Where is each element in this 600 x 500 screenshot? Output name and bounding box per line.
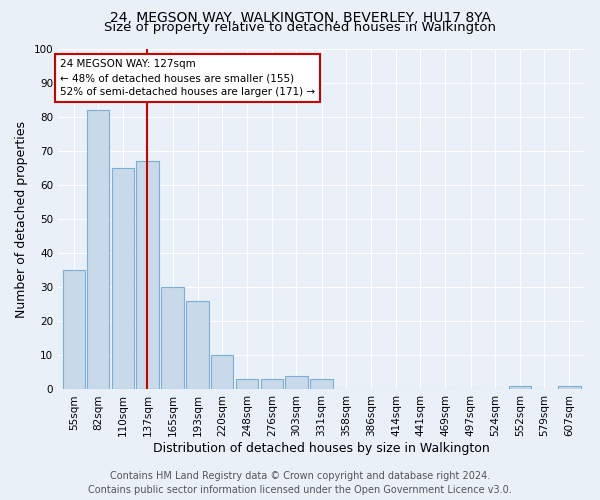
Bar xyxy=(112,168,134,390)
Bar xyxy=(136,162,158,390)
Bar xyxy=(87,110,109,390)
Text: Contains HM Land Registry data © Crown copyright and database right 2024.
Contai: Contains HM Land Registry data © Crown c… xyxy=(88,471,512,495)
Text: Size of property relative to detached houses in Walkington: Size of property relative to detached ho… xyxy=(104,21,496,34)
X-axis label: Distribution of detached houses by size in Walkington: Distribution of detached houses by size … xyxy=(153,442,490,455)
Bar xyxy=(161,288,184,390)
Bar xyxy=(62,270,85,390)
Bar xyxy=(285,376,308,390)
Bar xyxy=(211,356,233,390)
Bar xyxy=(187,301,209,390)
Bar xyxy=(236,379,258,390)
Bar xyxy=(509,386,531,390)
Text: 24 MEGSON WAY: 127sqm
← 48% of detached houses are smaller (155)
52% of semi-det: 24 MEGSON WAY: 127sqm ← 48% of detached … xyxy=(60,59,315,97)
Text: 24, MEGSON WAY, WALKINGTON, BEVERLEY, HU17 8YA: 24, MEGSON WAY, WALKINGTON, BEVERLEY, HU… xyxy=(110,11,491,25)
Bar xyxy=(261,379,283,390)
Bar xyxy=(558,386,581,390)
Y-axis label: Number of detached properties: Number of detached properties xyxy=(15,120,28,318)
Bar xyxy=(310,379,333,390)
